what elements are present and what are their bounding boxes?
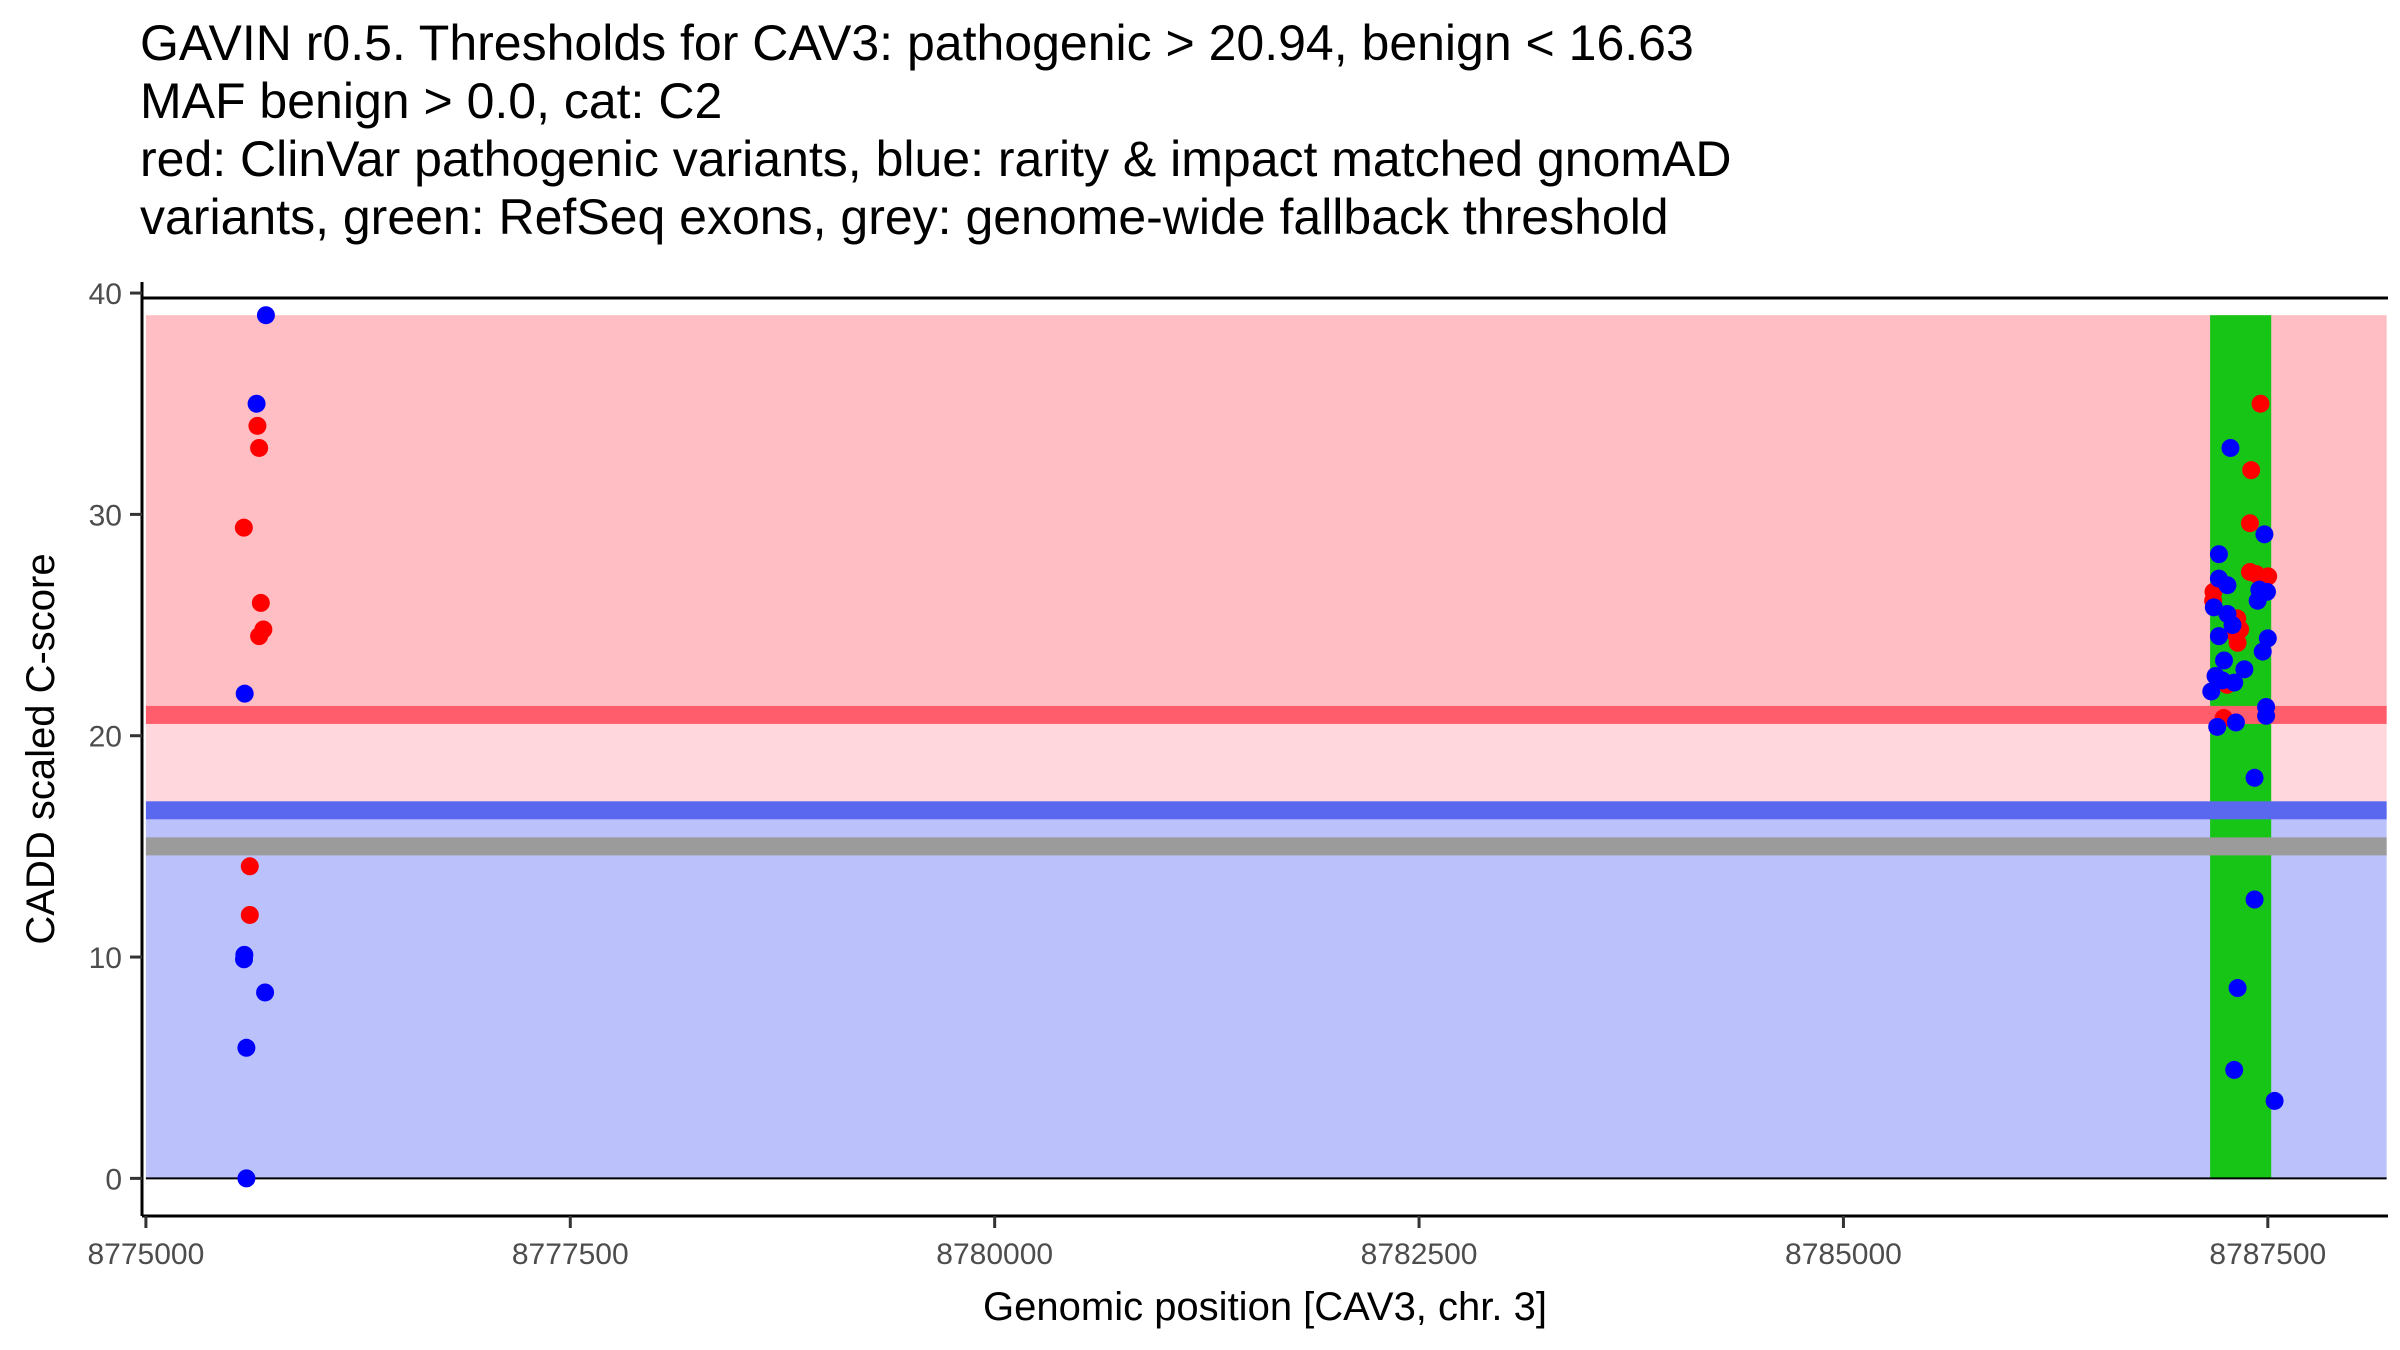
gnomad-point	[2255, 525, 2274, 544]
gnomad-point	[247, 394, 266, 413]
gnomad-point	[2225, 673, 2244, 692]
intermediate-region	[145, 714, 2387, 811]
y-tick-label: 40	[89, 278, 122, 311]
fallback-threshold-line	[145, 837, 2387, 856]
x-tick-label: 8775000	[88, 1238, 205, 1271]
gnomad-point	[237, 1038, 256, 1057]
gnomad-point	[2215, 651, 2234, 670]
gnomad-point	[2253, 642, 2272, 661]
y-tick-label: 20	[89, 721, 122, 754]
gnomad-point	[2245, 890, 2264, 909]
y-axis-label: CADD scaled C-score	[19, 553, 63, 944]
gnomad-point	[2202, 682, 2221, 701]
gnomad-point	[237, 1169, 256, 1188]
pathogenic-region	[145, 315, 2387, 715]
chart-title-line-4: variants, green: RefSeq exons, grey: gen…	[140, 189, 1669, 245]
clinvar-point	[240, 857, 259, 876]
benign-threshold-line	[145, 801, 2387, 820]
gnomad-point	[2223, 616, 2242, 635]
clinvar-point	[2251, 394, 2270, 413]
gnomad-point	[2209, 627, 2228, 646]
gnomad-point	[256, 983, 275, 1002]
gnomad-point	[2257, 706, 2276, 725]
x-tick-label: 8780000	[936, 1238, 1053, 1271]
clinvar-point	[240, 905, 259, 924]
gnomad-point	[2235, 660, 2254, 679]
x-tick-label: 8785000	[1785, 1238, 1902, 1271]
chart-title-line-3: red: ClinVar pathogenic variants, blue: …	[140, 131, 1732, 187]
gnomad-point	[235, 950, 254, 969]
x-tick-label: 8782500	[1361, 1238, 1478, 1271]
clinvar-point	[234, 518, 253, 537]
y-tick-label: 0	[105, 1163, 122, 1196]
clinvar-point	[2242, 461, 2261, 480]
pathogenic-threshold-line	[145, 705, 2387, 724]
clinvar-point	[254, 620, 273, 639]
gnomad-point	[235, 684, 254, 703]
gnomad-point	[2208, 717, 2227, 736]
y-tick-label: 30	[89, 499, 122, 532]
clinvar-point	[2259, 567, 2278, 586]
x-tick-label: 8787500	[2209, 1238, 2326, 1271]
gnomad-point	[2248, 591, 2267, 610]
clinvar-point	[2228, 633, 2247, 652]
x-tick-label: 8777500	[512, 1238, 629, 1271]
benign-region	[145, 810, 2387, 1179]
refseq-exon-bar	[2210, 315, 2272, 1179]
gnomad-point	[2221, 438, 2240, 457]
gnomad-point	[2228, 979, 2247, 998]
gnomad-point	[2245, 768, 2264, 787]
chart-title-line-1: GAVIN r0.5. Thresholds for CAV3: pathoge…	[140, 15, 1694, 71]
gnomad-point	[2225, 1060, 2244, 1079]
gnomad-point	[2265, 1091, 2284, 1110]
clinvar-point	[2240, 514, 2259, 533]
clinvar-point	[251, 593, 270, 612]
x-axis-label: Genomic position [CAV3, chr. 3]	[983, 1285, 1547, 1329]
y-tick-label: 10	[89, 942, 122, 975]
clinvar-point	[248, 416, 267, 435]
gnomad-point	[2226, 713, 2245, 732]
gnomad-point	[2204, 598, 2223, 617]
gnomad-point	[2209, 545, 2228, 564]
chart-title-line-2: MAF benign > 0.0, cat: C2	[140, 73, 723, 129]
gnomad-point	[256, 306, 275, 325]
gnomad-point	[2218, 576, 2237, 595]
clinvar-point	[250, 438, 269, 457]
